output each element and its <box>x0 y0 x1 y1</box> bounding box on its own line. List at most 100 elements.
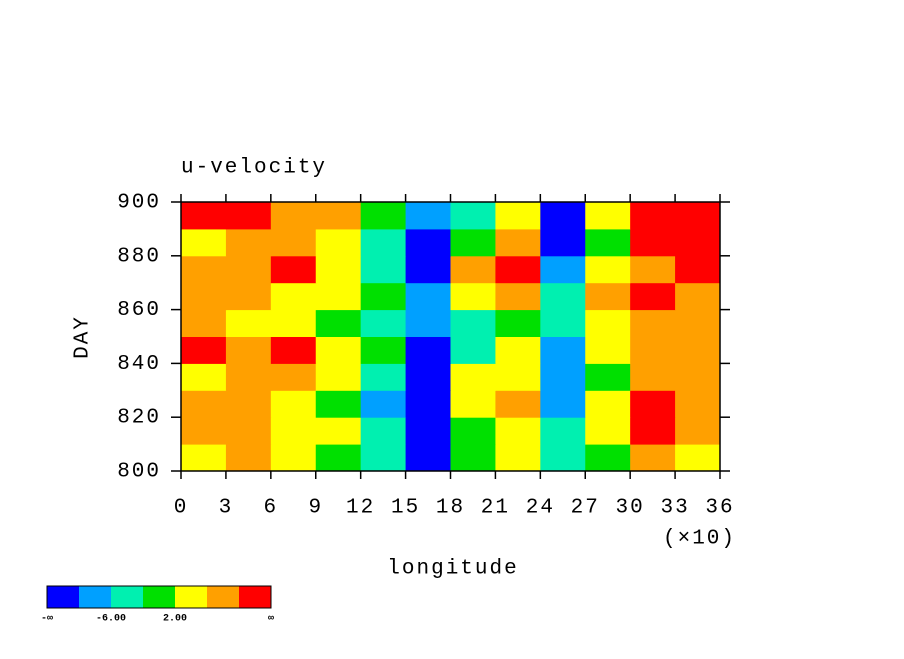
x-tick-label: 33 <box>660 497 689 520</box>
colorbar-swatch <box>111 586 143 608</box>
contour-cell <box>585 390 631 418</box>
contour-cell <box>315 390 362 418</box>
contour-cell <box>181 282 227 311</box>
contour-cell <box>360 417 407 445</box>
contour-cell <box>495 255 541 284</box>
contour-cell <box>360 228 407 257</box>
contour-cell <box>450 228 496 257</box>
contour-cell <box>270 363 317 391</box>
contour-cell <box>495 444 541 472</box>
contour-cell <box>360 309 407 337</box>
x-tick-label: 24 <box>526 497 555 520</box>
y-tick-label: 800 <box>117 461 161 484</box>
contour-cell <box>540 228 586 257</box>
contour-cell <box>675 255 721 284</box>
y-tick-label: 880 <box>117 245 161 268</box>
contour-cell <box>450 282 496 311</box>
colorbar-label: ∞ <box>268 614 274 625</box>
contour-cell <box>540 336 586 364</box>
contour-cell <box>270 390 317 418</box>
contour-cell <box>225 363 272 391</box>
colorbar-label: -6.00 <box>96 614 126 625</box>
x-tick-label: 6 <box>264 497 279 520</box>
contour-cell <box>450 309 496 337</box>
contour-cell <box>181 444 227 472</box>
colorbar-swatch <box>175 586 207 608</box>
contour-cell <box>315 255 362 284</box>
x-tick-label: 18 <box>436 497 465 520</box>
contour-cell <box>405 309 451 337</box>
contour-cell <box>181 363 227 391</box>
contour-cell <box>270 309 317 337</box>
contour-cell <box>315 336 362 364</box>
contour-cell <box>450 202 496 230</box>
contour-cell <box>181 417 227 445</box>
contour-cell <box>585 417 631 445</box>
contour-cell <box>405 202 451 230</box>
contour-cell <box>540 309 586 337</box>
contour-cell <box>450 417 496 445</box>
contour-cell <box>405 282 451 311</box>
y-tick-label: 840 <box>117 353 161 376</box>
contour-cell <box>495 336 541 364</box>
contour-cell <box>315 444 362 472</box>
contour-cell <box>675 309 721 337</box>
contour-cell <box>225 390 272 418</box>
contour-cell <box>270 282 317 311</box>
contour-cell <box>450 255 496 284</box>
contour-cell <box>450 363 496 391</box>
contour-cell <box>630 336 676 364</box>
contour-cell <box>675 444 721 472</box>
contour-cell <box>585 202 631 230</box>
contour-cell <box>405 228 451 257</box>
contour-cell <box>540 282 586 311</box>
x-tick-label: 15 <box>391 497 420 520</box>
contour-cell <box>270 228 317 257</box>
contour-cell <box>360 336 407 364</box>
contour-cell <box>495 363 541 391</box>
y-tick-label: 860 <box>117 299 161 322</box>
contour-cell <box>630 282 676 311</box>
contour-cell <box>675 417 721 445</box>
contour-cell <box>540 202 586 230</box>
contour-cell <box>315 417 362 445</box>
contour-cell <box>315 202 362 230</box>
contour-cell <box>630 417 676 445</box>
contour-cell <box>450 444 496 472</box>
contour-cell <box>405 417 451 445</box>
x-tick-label: 0 <box>174 497 189 520</box>
contour-cell <box>630 444 676 472</box>
contour-cell <box>495 417 541 445</box>
x-multiplier: (×10) <box>663 528 736 551</box>
contour-cell <box>585 309 631 337</box>
contour-cell <box>315 228 362 257</box>
x-axis-label: longitude <box>387 558 518 581</box>
contour-cell <box>225 336 272 364</box>
colorbar-swatch <box>143 586 175 608</box>
contour-cell <box>585 255 631 284</box>
colorbar-label: 2.00 <box>163 614 187 625</box>
contour-cell <box>675 282 721 311</box>
contour-cell <box>225 309 272 337</box>
colorbar-swatch <box>79 586 111 608</box>
contour-cell <box>630 255 676 284</box>
contour-cell <box>675 336 721 364</box>
contour-cell <box>540 417 586 445</box>
contour-cell <box>630 390 676 418</box>
x-tick-label: 27 <box>571 497 600 520</box>
contour-cell <box>540 255 586 284</box>
contour-cell <box>495 390 541 418</box>
contour-cell <box>405 390 451 418</box>
contour-cell <box>450 336 496 364</box>
contour-cell <box>540 444 586 472</box>
contour-cell <box>360 363 407 391</box>
contour-cell <box>405 363 451 391</box>
y-axis-label: DAY <box>72 315 95 359</box>
x-tick-label: 3 <box>219 497 234 520</box>
contour-cell <box>360 282 407 311</box>
x-tick-label: 12 <box>346 497 375 520</box>
contour-cell <box>630 228 676 257</box>
contour-cell <box>270 255 317 284</box>
contour-cell <box>270 417 317 445</box>
